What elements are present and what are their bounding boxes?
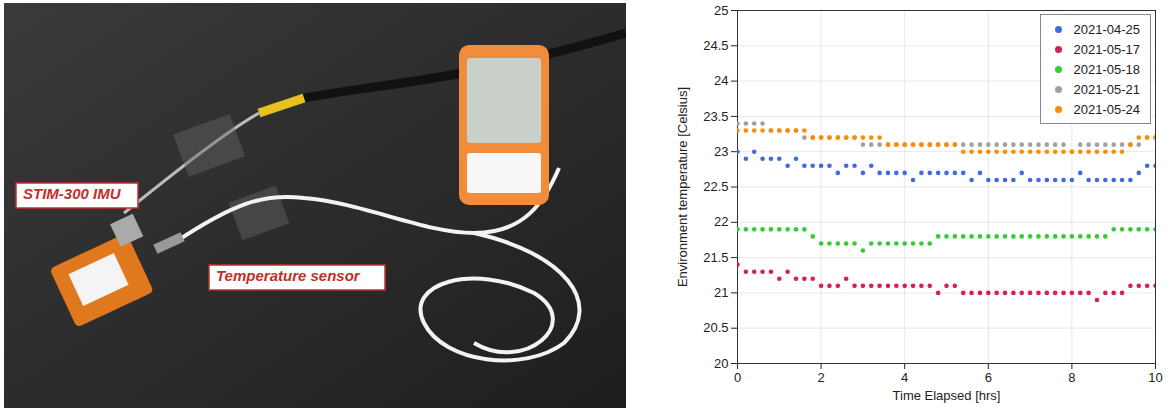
svg-text:10: 10 (1148, 370, 1162, 385)
svg-text:22.5: 22.5 (703, 179, 728, 194)
svg-text:22: 22 (714, 214, 728, 229)
svg-text:6: 6 (985, 370, 992, 385)
svg-text:20.5: 20.5 (703, 320, 728, 335)
svg-text:23.5: 23.5 (703, 109, 728, 124)
html-text:2021-05-24: 2021-05-24 (1073, 101, 1140, 117)
svg-text:20: 20 (714, 356, 728, 371)
svg-text:8: 8 (1068, 370, 1075, 385)
svg-text:21.5: 21.5 (703, 250, 728, 265)
svg-text:0: 0 (734, 370, 741, 385)
html-text:2021-05-21: 2021-05-21 (1073, 81, 1140, 97)
svg-text:23: 23 (714, 144, 728, 159)
html-text:2021-05-17: 2021-05-17 (1073, 41, 1140, 57)
svg-text:24: 24 (714, 73, 728, 88)
svg-text:25: 25 (714, 3, 728, 18)
html-text:2021-04-25: 2021-04-25 (1073, 21, 1140, 37)
svg-text:4: 4 (901, 370, 908, 385)
svg-text:2: 2 (817, 370, 824, 385)
svg-text:21: 21 (714, 285, 728, 300)
svg-text:Environment temperature [Celsi: Environment temperature [Celsius] (675, 87, 690, 287)
html-text:2021-05-18: 2021-05-18 (1073, 61, 1140, 77)
svg-text:Time Elapsed [hrs]: Time Elapsed [hrs] (893, 388, 1001, 403)
svg-text:Temperature sensor: Temperature sensor (216, 267, 361, 284)
svg-text:24.5: 24.5 (703, 38, 728, 53)
svg-text:STIM-300 IMU: STIM-300 IMU (23, 185, 122, 202)
